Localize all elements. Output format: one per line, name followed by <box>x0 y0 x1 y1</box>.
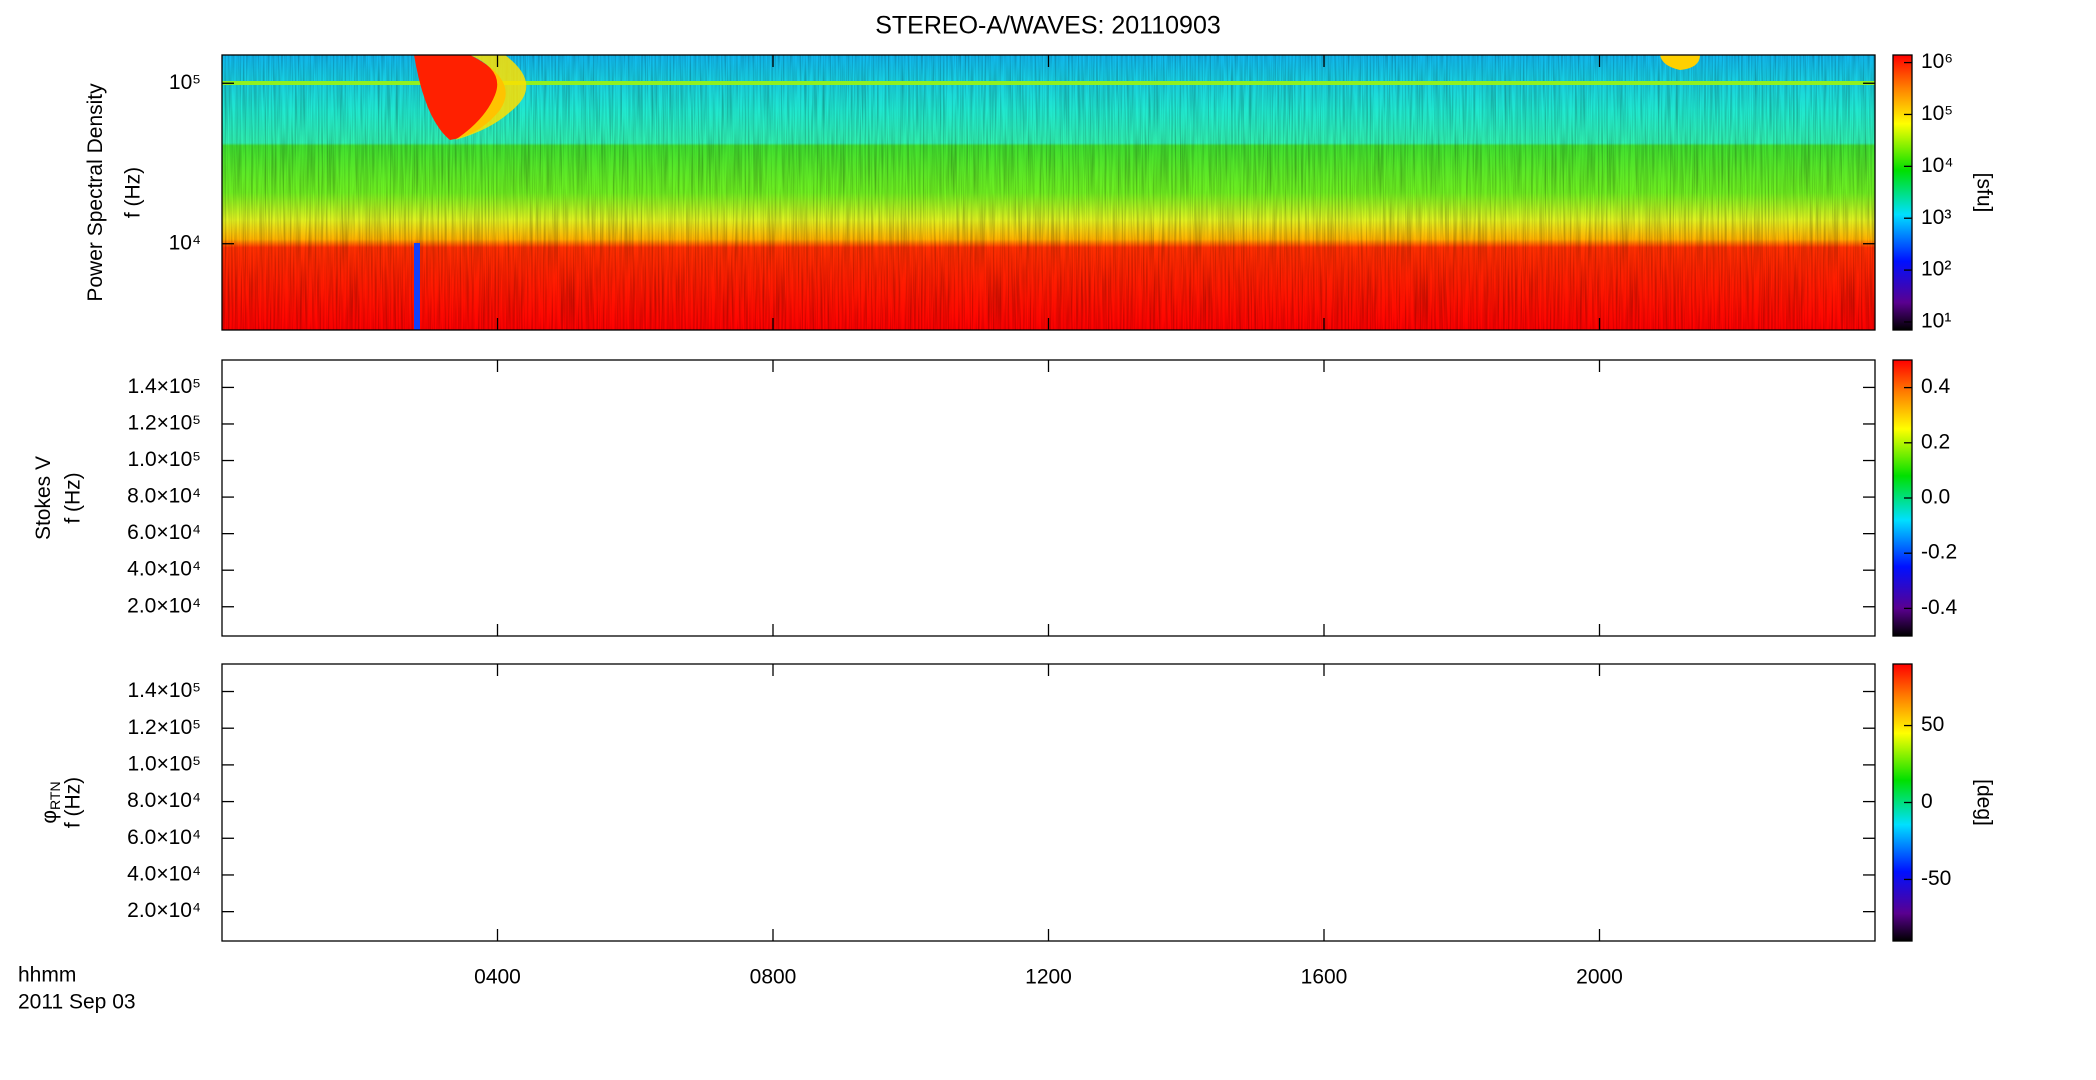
y-tick-label: 1.4×10⁵ <box>127 375 201 398</box>
y-tick-label: 2.0×10⁴ <box>127 594 201 617</box>
y-axis-label-main: φ <box>38 810 61 824</box>
colorbar-tick-label: 10⁵ <box>1921 102 1953 125</box>
colorbar-tick-label: 10⁶ <box>1921 50 1953 73</box>
x-tick-label: 0400 <box>474 966 521 989</box>
y-axis-label-sub: RTN <box>47 781 63 810</box>
colorbar-tick-label: 10¹ <box>1921 310 1951 333</box>
plot-frame <box>221 359 1876 637</box>
colorbar-label: [sfu] <box>1972 173 1995 213</box>
x-tick-label: 0800 <box>750 966 797 989</box>
y-axis-label: φRTN <box>38 781 63 823</box>
colorbar <box>1892 54 1913 331</box>
colorbar-tick-label: -0.2 <box>1921 541 1957 564</box>
y-tick-label: 2.0×10⁴ <box>127 899 201 922</box>
y-tick-label: 1.2×10⁵ <box>127 412 201 435</box>
y-tick-label: 6.0×10⁴ <box>127 826 201 849</box>
y-tick-label: 4.0×10⁴ <box>127 558 201 581</box>
y-tick-label: 1.0×10⁵ <box>127 752 201 775</box>
y-axis-label-unit: f (Hz) <box>62 472 85 523</box>
spectrogram-gap <box>414 243 420 330</box>
x-tick-label: 1600 <box>1301 966 1348 989</box>
plot-frame <box>221 663 1876 942</box>
colorbar-tick-label: 10³ <box>1921 206 1951 229</box>
y-axis-label: Stokes V <box>32 456 55 540</box>
x-tick-label: 1200 <box>1025 966 1072 989</box>
colorbar-tick-label: 0.4 <box>1921 375 1951 398</box>
colorbar-tick-label: 10² <box>1921 258 1951 281</box>
colorbar-label: [deg] <box>1972 779 1995 826</box>
spectrogram-image <box>222 55 1875 330</box>
chart-title: STEREO-A/WAVES: 20110903 <box>875 12 1221 40</box>
colorbar-tick-label: 0.2 <box>1921 430 1950 453</box>
y-axis-label: Power Spectral Density <box>84 83 107 302</box>
colorbar-tick-label: 0.0 <box>1921 486 1950 509</box>
y-tick-label: 10⁵ <box>169 71 201 94</box>
colorbar-tick-label: -0.4 <box>1921 596 1958 619</box>
y-tick-label: 8.0×10⁴ <box>127 789 201 812</box>
y-tick-label: 4.0×10⁴ <box>127 863 201 886</box>
date-label: 2011 Sep 03 <box>18 991 136 1014</box>
y-axis-label-unit: f (Hz) <box>62 777 85 828</box>
colorbar-tick-label: -50 <box>1921 867 1951 890</box>
y-axis-label-unit: f (Hz) <box>122 167 145 218</box>
spectrogram-line <box>222 81 1875 85</box>
y-tick-label: 1.4×10⁵ <box>127 679 201 702</box>
y-tick-label: 1.0×10⁵ <box>127 448 201 471</box>
y-axis-label-main: Stokes V <box>32 456 55 540</box>
radio-burst-edge <box>455 55 527 140</box>
y-tick-label: 6.0×10⁴ <box>127 521 201 544</box>
colorbar-tick-label: 10⁴ <box>1921 154 1953 177</box>
radio-burst-late <box>1660 55 1700 70</box>
colorbar-tick-label: 0 <box>1921 790 1933 813</box>
y-tick-label: 8.0×10⁴ <box>127 485 201 508</box>
x-tick-label: 2000 <box>1576 966 1623 989</box>
colorbar-tick-label: 50 <box>1921 713 1944 736</box>
y-axis-label-main: Power Spectral Density <box>84 83 107 302</box>
x-axis-label: hhmm <box>18 964 76 987</box>
y-tick-label: 10⁴ <box>169 231 201 254</box>
y-tick-label: 1.2×10⁵ <box>127 716 201 739</box>
